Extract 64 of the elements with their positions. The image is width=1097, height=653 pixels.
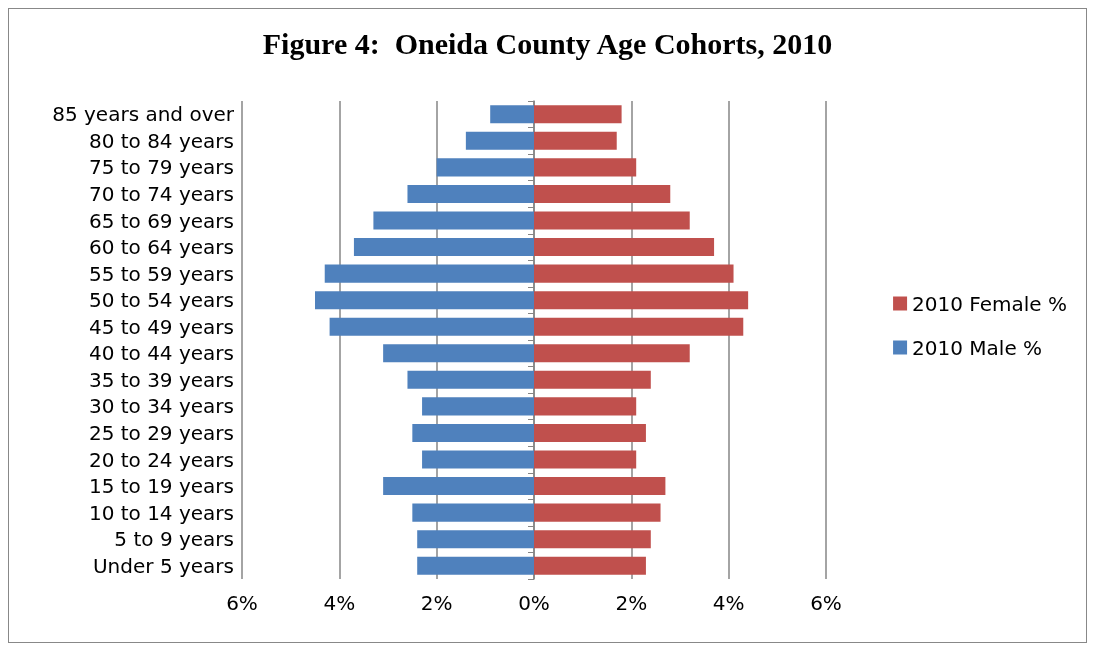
bar xyxy=(534,450,637,469)
bar xyxy=(534,344,690,363)
y-tick-label: 30 to 34 years xyxy=(88,394,234,419)
bar xyxy=(534,184,671,203)
bar xyxy=(534,105,622,124)
bar xyxy=(534,291,749,310)
legend-label: 2010 Male % xyxy=(912,335,1043,360)
x-tick-label: 6% xyxy=(810,591,842,615)
bar xyxy=(407,370,534,389)
bar xyxy=(465,131,534,150)
y-tick-label: 85 years and over xyxy=(52,102,235,127)
bar xyxy=(534,556,646,575)
x-tick-label: 4% xyxy=(712,591,745,615)
y-tick-label: 20 to 24 years xyxy=(88,447,234,472)
x-tick-label: 2% xyxy=(420,591,453,615)
bar xyxy=(534,317,744,336)
bar xyxy=(436,158,534,177)
bar xyxy=(490,105,534,124)
y-tick-label: 25 to 29 years xyxy=(88,420,234,445)
y-tick-label: 5 to 9 years xyxy=(114,527,234,552)
y-tick-label: Under 5 years xyxy=(92,553,234,578)
y-tick-label: 35 to 39 years xyxy=(88,367,234,392)
x-tick-label: 6% xyxy=(226,591,258,615)
bar xyxy=(534,503,661,522)
bar xyxy=(353,238,534,257)
bar xyxy=(534,158,637,177)
bar xyxy=(534,264,734,283)
bar xyxy=(412,503,534,522)
chart-title: Figure 4: Oneida County Age Cohorts, 2010 xyxy=(262,26,833,60)
bar xyxy=(534,423,646,442)
y-tick-label: 10 to 14 years xyxy=(88,500,234,525)
bar xyxy=(534,477,666,496)
bar xyxy=(407,184,534,203)
bar xyxy=(412,423,534,442)
bar xyxy=(422,397,534,416)
bar xyxy=(422,450,534,469)
bar xyxy=(534,397,637,416)
bar xyxy=(329,317,534,336)
bar xyxy=(534,131,617,150)
x-tick-label: 0% xyxy=(518,591,550,615)
y-tick-label: 40 to 44 years xyxy=(88,341,234,366)
x-tick-label: 2% xyxy=(615,591,648,615)
y-tick-label: 75 to 79 years xyxy=(88,155,234,180)
bar xyxy=(383,477,534,496)
bar xyxy=(534,370,651,389)
bar xyxy=(383,344,534,363)
legend-label: 2010 Female % xyxy=(912,291,1068,316)
bar xyxy=(315,291,534,310)
x-tick-label: 4% xyxy=(323,591,356,615)
y-tick-label: 55 to 59 years xyxy=(88,261,234,286)
y-tick-label: 15 to 19 years xyxy=(88,474,234,499)
y-tick-label: 45 to 49 years xyxy=(88,314,234,339)
bar xyxy=(324,264,534,283)
bar xyxy=(417,530,534,549)
y-tick-label: 70 to 74 years xyxy=(88,181,234,206)
bar xyxy=(534,530,651,549)
bar xyxy=(534,238,715,257)
bar xyxy=(373,211,534,230)
bar xyxy=(417,556,534,575)
bar xyxy=(534,211,690,230)
y-tick-label: 65 to 69 years xyxy=(88,208,234,233)
y-tick-label: 50 to 54 years xyxy=(88,288,234,313)
y-tick-label: 80 to 84 years xyxy=(88,128,234,153)
y-tick-label: 60 to 64 years xyxy=(88,235,234,260)
